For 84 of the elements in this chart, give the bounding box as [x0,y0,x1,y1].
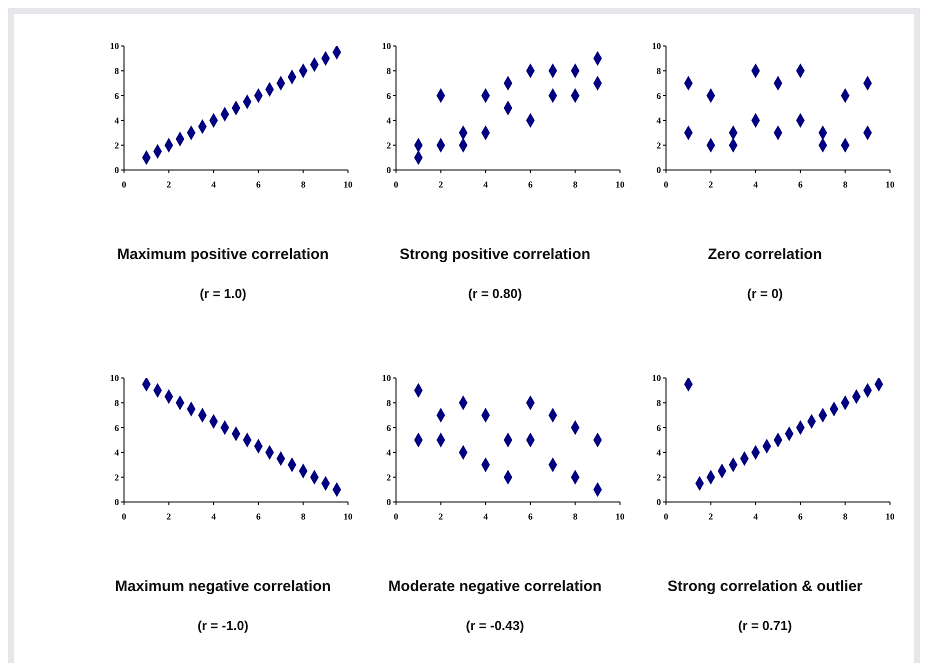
x-tick-label: 4 [211,179,216,190]
x-tick-label: 4 [211,511,216,522]
text: (r = 0.71) [737,618,793,633]
x-tick-label: 4 [753,511,758,522]
text: (r = 0.80) [467,286,523,301]
y-tick-label: 0 [656,497,662,508]
y-tick-label: 2 [114,472,120,482]
y-tick-label: 2 [114,140,120,150]
y-tick-label: 2 [386,140,392,150]
x-tick-label: 8 [572,511,578,522]
x-tick-label: 2 [166,179,172,190]
y-tick-label: 0 [114,497,120,508]
y-tick-label: 8 [386,66,392,76]
y-tick-label: 4 [656,448,662,458]
x-tick-label: 10 [886,179,895,190]
x-tick-label: 2 [166,511,172,522]
y-tick-label: 10 [110,41,120,52]
x-tick-label: 8 [300,511,306,522]
x-tick-label: 6 [256,179,262,190]
y-tick-label: 6 [656,422,662,433]
y-tick-label: 2 [656,140,662,150]
text: Strong correlation & outlier [666,578,864,595]
x-tick-label: 0 [664,179,669,190]
text: Maximum negative correlation [114,578,332,595]
y-tick-label: 6 [114,90,120,101]
y-tick-label: 10 [382,41,392,52]
x-tick-label: 0 [394,511,399,522]
x-tick-label: 2 [708,511,714,522]
y-tick-label: 2 [386,472,392,482]
y-tick-label: 8 [656,398,662,408]
text: (r = 1.0) [198,286,248,301]
text: (r = -1.0) [196,618,250,633]
y-tick-label: 10 [382,373,392,384]
x-tick-label: 0 [122,179,127,190]
x-tick-label: 10 [616,511,625,522]
text: (r = -0.43) [464,618,526,633]
x-tick-label: 6 [256,511,262,522]
y-tick-label: 4 [656,116,662,126]
x-tick-label: 0 [122,511,127,522]
y-tick-label: 4 [114,116,120,126]
y-tick-label: 8 [114,398,120,408]
x-tick-label: 6 [528,511,534,522]
text: Maximum positive correlation [116,246,330,263]
y-tick-label: 2 [656,472,662,482]
text: Zero correlation [706,246,824,263]
x-tick-label: 4 [753,179,758,190]
y-tick-label: 0 [114,165,120,176]
text: Moderate negative correlation [387,578,603,595]
x-tick-label: 6 [798,179,804,190]
y-tick-label: 8 [114,66,120,76]
y-tick-label: 10 [652,373,662,384]
x-tick-label: 2 [438,511,444,522]
x-tick-label: 10 [886,511,895,522]
y-tick-label: 6 [656,90,662,101]
y-tick-label: 4 [386,116,392,126]
y-tick-label: 0 [386,165,392,176]
x-tick-label: 6 [528,179,534,190]
y-tick-label: 10 [652,41,662,52]
x-tick-label: 2 [708,179,714,190]
y-tick-label: 4 [386,448,392,458]
y-tick-label: 6 [114,422,120,433]
x-tick-label: 8 [842,511,848,522]
y-tick-label: 10 [110,373,120,384]
x-tick-label: 8 [572,179,578,190]
x-tick-label: 8 [842,179,848,190]
x-tick-label: 10 [616,179,625,190]
y-tick-label: 0 [386,497,392,508]
text: Strong positive correlation [398,246,592,263]
y-tick-label: 4 [114,448,120,458]
y-tick-label: 8 [656,66,662,76]
x-tick-label: 8 [300,179,306,190]
y-tick-label: 6 [386,90,392,101]
y-tick-label: 6 [386,422,392,433]
x-tick-label: 4 [483,179,488,190]
x-tick-label: 2 [438,179,444,190]
x-tick-label: 0 [394,179,399,190]
x-tick-label: 4 [483,511,488,522]
y-tick-label: 8 [386,398,392,408]
x-tick-label: 6 [798,511,804,522]
x-tick-label: 10 [344,179,353,190]
text: (r = 0) [746,286,784,301]
x-tick-label: 0 [664,511,669,522]
y-tick-label: 0 [656,165,662,176]
x-tick-label: 10 [344,511,353,522]
